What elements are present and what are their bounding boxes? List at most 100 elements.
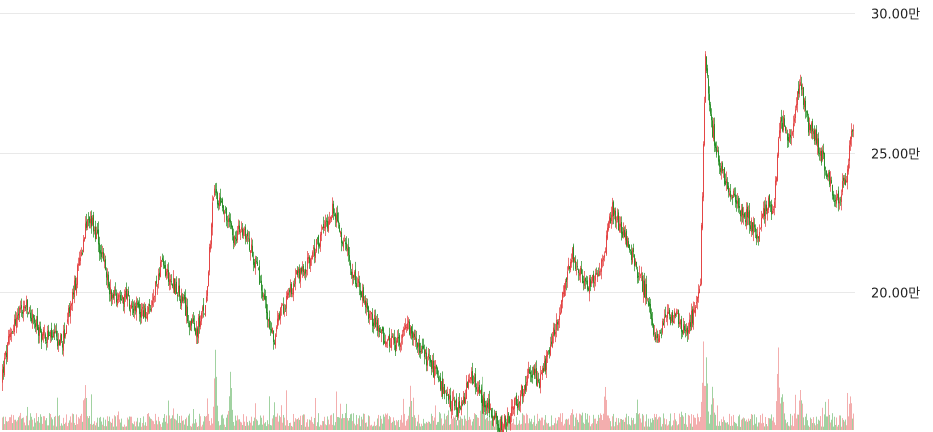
volume-bar [792, 415, 793, 430]
volume-bar [755, 423, 756, 430]
candle-body [243, 229, 244, 236]
volume-bar [25, 425, 26, 430]
volume-bar [307, 419, 308, 430]
volume-bar [340, 403, 341, 430]
volume-bar [608, 415, 609, 430]
candle-body [454, 400, 455, 407]
candle-body [444, 384, 445, 394]
volume-bar [515, 424, 516, 430]
candle-body [113, 293, 114, 298]
candle-body [690, 322, 691, 327]
volume-bar [659, 416, 660, 430]
candle-body [172, 284, 173, 287]
volume-bar [381, 418, 382, 430]
candle-body [800, 82, 801, 86]
candle-body [200, 321, 201, 327]
candle-body [335, 213, 336, 220]
volume-bar [193, 408, 194, 430]
candle-body [220, 196, 221, 205]
candle-body [298, 268, 299, 273]
candle-body [450, 395, 451, 410]
volume-bar [270, 425, 271, 430]
candle-body [378, 326, 379, 332]
volume-bar [750, 418, 751, 430]
candle-body [776, 177, 777, 182]
volume-bar [329, 424, 330, 430]
candle-body [528, 368, 529, 373]
volume-bar [303, 414, 304, 430]
volume-bar [819, 420, 820, 430]
volume-bar [16, 421, 17, 430]
candle-body [389, 334, 390, 347]
volume-bar [850, 396, 851, 430]
volume-bar [741, 419, 742, 430]
volume-bar [714, 412, 715, 430]
candle-body [456, 398, 457, 411]
volume-bar [84, 398, 85, 430]
volume-bar [115, 416, 116, 430]
volume-bar [407, 419, 408, 430]
candle-body [651, 313, 652, 320]
volume-bar [173, 408, 174, 430]
volume-bar [372, 426, 373, 430]
volume-bar [566, 418, 567, 430]
volume-bar [44, 416, 45, 430]
volume-bar [144, 425, 145, 430]
volume-bar [71, 422, 72, 430]
candle-body [416, 338, 417, 343]
candle-body [86, 221, 87, 228]
candle-body [343, 241, 344, 248]
volume-bar [834, 416, 835, 430]
volume-bar [480, 410, 481, 430]
volume-bar [579, 413, 580, 430]
candle-body [581, 268, 582, 274]
candle-body [734, 193, 735, 196]
volume-bar [93, 423, 94, 430]
candle-body [393, 337, 394, 340]
candle-body [420, 351, 421, 353]
candle-body [549, 349, 550, 354]
volume-bar [426, 421, 427, 430]
candle-body [35, 323, 36, 328]
candle-body [719, 159, 720, 167]
candle-body [678, 310, 679, 325]
candle-body [503, 430, 504, 432]
volume-bar [308, 426, 309, 430]
candle-body [87, 219, 88, 228]
volume-bar [697, 413, 698, 430]
candle-body [831, 180, 832, 184]
candle-body [267, 312, 268, 320]
volume-bar [846, 425, 847, 430]
volume-bar [219, 425, 220, 430]
candle-body [139, 303, 140, 314]
candle-body [13, 328, 14, 330]
candle-body [646, 284, 647, 299]
volume-bar [445, 419, 446, 430]
volume-bar [313, 423, 314, 430]
candle-body [274, 342, 275, 345]
volume-bar [740, 426, 741, 430]
candle-body [677, 313, 678, 315]
volume-bar [742, 418, 743, 430]
candle-body [608, 222, 609, 230]
candle-body [140, 311, 141, 318]
candle-body [509, 416, 510, 423]
volume-bar [246, 416, 247, 430]
volume-bar [321, 425, 322, 430]
volume-bar [102, 424, 103, 430]
candle-body [571, 259, 572, 264]
candle-body [694, 310, 695, 312]
volume-bar [598, 414, 599, 430]
volume-bar [685, 413, 686, 430]
volume-bar [586, 419, 587, 430]
candle-body [673, 320, 674, 324]
candle-body [721, 165, 722, 173]
candle-body [387, 340, 388, 342]
volume-bar [157, 424, 158, 430]
candle-body [763, 207, 764, 217]
volume-bar [260, 415, 261, 430]
candle-body [669, 309, 670, 316]
candle-body [3, 366, 4, 373]
volume-bar [715, 414, 716, 430]
